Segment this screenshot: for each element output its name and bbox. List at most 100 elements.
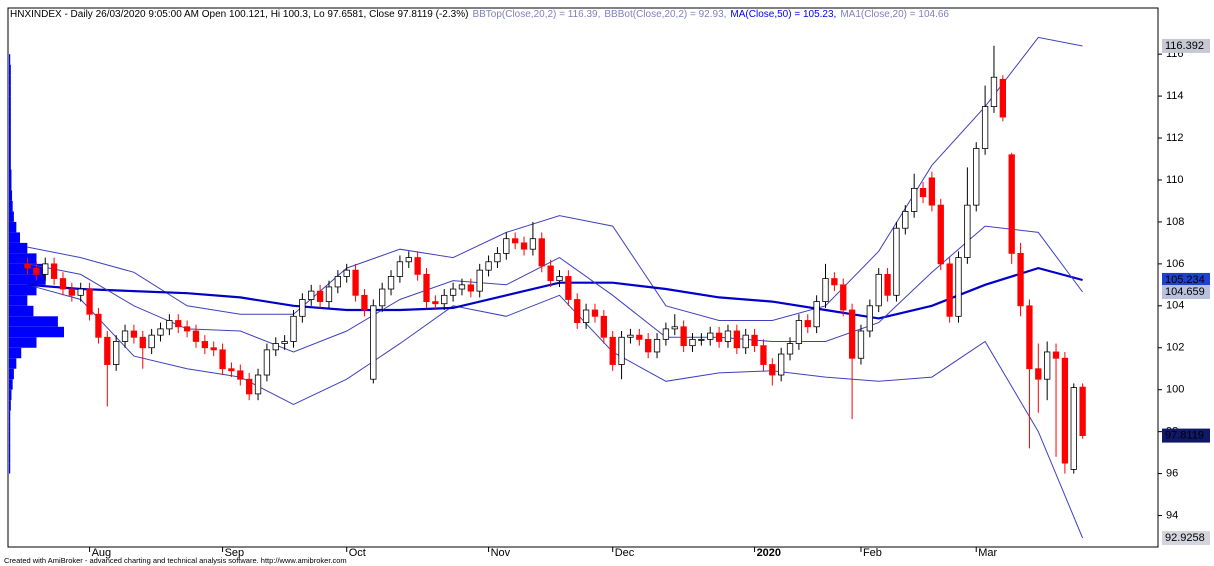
profile-bar: [9, 274, 46, 285]
candle-body: [760, 345, 767, 365]
price-label-box: [1162, 272, 1210, 287]
candle-body: [246, 378, 253, 395]
candle-body: [228, 368, 235, 372]
candle-body: [95, 313, 102, 338]
candle-body: [848, 309, 856, 359]
candle-body: [786, 343, 794, 355]
candle-body: [387, 276, 395, 290]
profile-bar: [9, 221, 17, 233]
y-tick-label: 108: [1166, 216, 1184, 228]
profile-bar: [9, 463, 11, 474]
profile-bar: [9, 421, 11, 432]
candle-body: [600, 315, 607, 338]
candle-body: [733, 330, 740, 349]
profile-bar: [9, 347, 22, 359]
price-label: 116.392: [1165, 40, 1204, 52]
profile-bar: [9, 169, 12, 180]
candle-body: [352, 269, 359, 296]
candle-body: [458, 284, 466, 290]
candle-body: [272, 343, 279, 351]
candle-body: [715, 332, 723, 342]
candle-body: [237, 370, 244, 380]
price-label: 104.659: [1165, 286, 1205, 298]
price-label: 92.9258: [1165, 532, 1205, 544]
indicator-line: [27, 284, 1084, 539]
candle-body: [627, 334, 634, 338]
profile-bar: [9, 75, 11, 86]
profile-bar: [9, 295, 28, 306]
candle-body: [618, 336, 625, 365]
profile-bar: [9, 127, 11, 139]
candle-body: [769, 364, 776, 376]
y-tick-label: 104: [1166, 300, 1184, 312]
candle-body: [254, 374, 262, 395]
candle-body: [299, 299, 306, 317]
profile-bar: [9, 96, 11, 107]
candle-body: [68, 288, 75, 296]
y-tick-label: 114: [1166, 90, 1184, 102]
profile-bar: [9, 138, 11, 149]
candle-body: [556, 276, 563, 282]
candle-body: [59, 278, 67, 290]
profile-bar: [9, 316, 58, 327]
candle-body: [955, 257, 962, 317]
candle-body: [565, 276, 572, 300]
profile-bar: [9, 64, 11, 76]
profile-bar: [9, 305, 34, 317]
candle-body: [919, 187, 927, 198]
candle-body: [973, 148, 980, 206]
candle-body: [175, 320, 182, 328]
candle-body: [343, 269, 350, 277]
profile-bar: [9, 232, 20, 243]
candle-body: [893, 227, 900, 296]
candle-body: [467, 284, 474, 292]
profile-bar: [9, 400, 11, 411]
candle-body: [1008, 154, 1015, 254]
candle-body: [485, 261, 492, 271]
candle-body: [636, 334, 643, 340]
candle-body: [884, 273, 891, 296]
plot-frame: [7, 7, 1159, 548]
candle-body: [1035, 368, 1042, 380]
profile-bar: [9, 179, 12, 191]
candle-body: [50, 263, 58, 279]
profile-bar: [9, 106, 11, 118]
x-tick-label: Dec: [615, 547, 635, 559]
chart-header: HNXINDEX - Daily 26/03/2020 9:05:00 AM O…: [10, 9, 949, 20]
profile-bar: [9, 242, 28, 254]
candle-body: [937, 204, 944, 265]
footer: Created with AmiBroker - advanced charti…: [4, 556, 347, 565]
profile-bar: [9, 284, 37, 296]
candle-body: [121, 330, 129, 342]
y-tick-label: 110: [1166, 174, 1184, 186]
profile-bar: [9, 190, 13, 201]
legend-entry: MA(Close,50) = 105.23,: [730, 9, 836, 20]
profile-bar: [9, 442, 11, 453]
candle-body: [689, 338, 696, 347]
price-label-box: [1162, 38, 1210, 53]
x-tick-label: Aug: [92, 547, 112, 559]
candle-body: [671, 326, 678, 330]
indicator-line: [27, 266, 1083, 320]
candle-body: [361, 294, 368, 311]
price-label-box: [1162, 284, 1210, 299]
profile-bar: [9, 326, 64, 338]
candle-body: [1026, 305, 1033, 370]
candle-body: [981, 106, 989, 149]
candle-body: [148, 334, 155, 349]
profile-bar: [9, 54, 11, 65]
profile-bar: [9, 358, 17, 369]
candle-body: [751, 334, 758, 347]
x-tick-label: Sep: [225, 547, 245, 559]
candle-body: [396, 261, 404, 277]
x-tick-label: Nov: [491, 547, 511, 559]
candle-body: [42, 263, 49, 275]
profile-bar: [9, 85, 11, 97]
candle-body: [308, 290, 315, 300]
candle-body: [804, 320, 811, 328]
chart-title: HNXINDEX - Daily 26/03/2020 9:05:00 AM O…: [10, 9, 468, 20]
profile-bar: [9, 253, 37, 264]
profile-bar: [9, 368, 14, 380]
